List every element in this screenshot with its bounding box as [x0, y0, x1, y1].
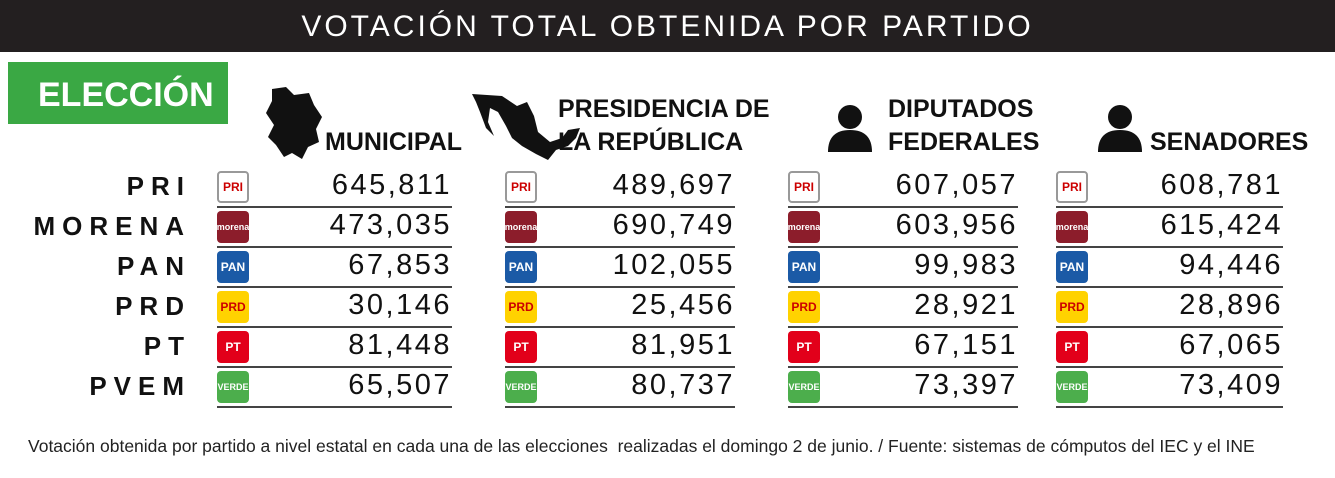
party-logo: PAN: [505, 251, 537, 283]
row-rule: [505, 246, 735, 248]
party-name: PRD: [115, 291, 191, 321]
row-rule: [1056, 406, 1283, 408]
party-logo: PAN: [1056, 251, 1088, 283]
party-logo: VERDE: [505, 371, 537, 403]
party-logo: morena: [788, 211, 820, 243]
vote-count: 645,811: [331, 169, 452, 201]
party-logo: morena: [1056, 211, 1088, 243]
column-header: MUNICIPAL: [325, 128, 463, 156]
title-bar: VOTACIÓN TOTAL OBTENIDA POR PARTIDO: [0, 0, 1335, 52]
party-logo: VERDE: [217, 371, 249, 403]
party-name: PVEM: [89, 371, 191, 401]
vote-count: 28,896: [1179, 289, 1283, 321]
vote-count: 65,507: [348, 369, 452, 401]
party-logo: PRI: [505, 171, 537, 203]
party-name: MORENA: [33, 211, 191, 241]
row-rule: [788, 406, 1018, 408]
column-icon: [1096, 104, 1144, 157]
party-logo: PRI: [217, 171, 249, 203]
vote-count: 607,057: [895, 169, 1018, 201]
row-rule: [217, 286, 452, 288]
vote-count: 73,409: [1179, 369, 1283, 401]
column-header: PRESIDENCIA DE: [558, 95, 770, 123]
row-rule: [505, 206, 735, 208]
vote-count: 489,697: [612, 169, 735, 201]
row-rule: [505, 326, 735, 328]
footer-note: Votación obtenida por partido a nivel es…: [28, 436, 1255, 456]
row-rule: [217, 406, 452, 408]
party-logo: PRI: [1056, 171, 1088, 203]
row-rule: [1056, 286, 1283, 288]
vote-count: 73,397: [914, 369, 1018, 401]
party-logo: PT: [1056, 331, 1088, 363]
party-logo: PRD: [1056, 291, 1088, 323]
party-logo: PT: [217, 331, 249, 363]
row-rule: [788, 206, 1018, 208]
row-rule: [505, 286, 735, 288]
column-header: SENADORES: [1150, 128, 1309, 156]
vote-count: 81,951: [631, 329, 735, 361]
row-rule: [788, 366, 1018, 368]
party-name: PT: [143, 331, 191, 361]
row-rule: [788, 246, 1018, 248]
party-logo: VERDE: [788, 371, 820, 403]
column-icon: [264, 87, 324, 167]
row-rule: [217, 206, 452, 208]
vote-count: 99,983: [914, 249, 1018, 281]
party-logo: PT: [788, 331, 820, 363]
row-rule: [217, 246, 452, 248]
row-rule: [1056, 246, 1283, 248]
vote-count: 608,781: [1160, 169, 1283, 201]
vote-count: 80,737: [631, 369, 735, 401]
vote-count: 30,146: [348, 289, 452, 321]
row-rule: [788, 286, 1018, 288]
vote-count: 81,448: [348, 329, 452, 361]
row-rule: [217, 366, 452, 368]
vote-count: 67,853: [348, 249, 452, 281]
party-logo: PRD: [505, 291, 537, 323]
vote-count: 28,921: [914, 289, 1018, 321]
party-logo: PT: [505, 331, 537, 363]
row-rule: [505, 406, 735, 408]
vote-count: 102,055: [612, 249, 735, 281]
party-name: PRI: [126, 171, 191, 201]
party-logo: PRD: [788, 291, 820, 323]
column-header: LA REPÚBLICA: [558, 128, 744, 156]
corner-label: ELECCIÓN: [8, 62, 228, 124]
row-rule: [1056, 206, 1283, 208]
party-name: PAN: [117, 251, 191, 281]
row-rule: [217, 326, 452, 328]
row-rule: [788, 326, 1018, 328]
column-icon: [826, 104, 874, 157]
party-logo: PRI: [788, 171, 820, 203]
party-logo: morena: [217, 211, 249, 243]
party-logo: PRD: [217, 291, 249, 323]
vote-count: 94,446: [1179, 249, 1283, 281]
vote-count: 690,749: [612, 209, 735, 241]
vote-count: 67,065: [1179, 329, 1283, 361]
row-rule: [1056, 366, 1283, 368]
party-logo: PAN: [788, 251, 820, 283]
vote-count: 67,151: [914, 329, 1018, 361]
row-rule: [1056, 326, 1283, 328]
party-logo: VERDE: [1056, 371, 1088, 403]
row-rule: [505, 366, 735, 368]
column-header: FEDERALES: [888, 128, 1040, 156]
column-icon: [472, 92, 582, 167]
column-header: DIPUTADOS: [888, 95, 1034, 123]
party-logo: morena: [505, 211, 537, 243]
vote-count: 25,456: [631, 289, 735, 321]
vote-count: 603,956: [895, 209, 1018, 241]
vote-count: 473,035: [329, 209, 452, 241]
party-logo: PAN: [217, 251, 249, 283]
vote-count: 615,424: [1160, 209, 1283, 241]
